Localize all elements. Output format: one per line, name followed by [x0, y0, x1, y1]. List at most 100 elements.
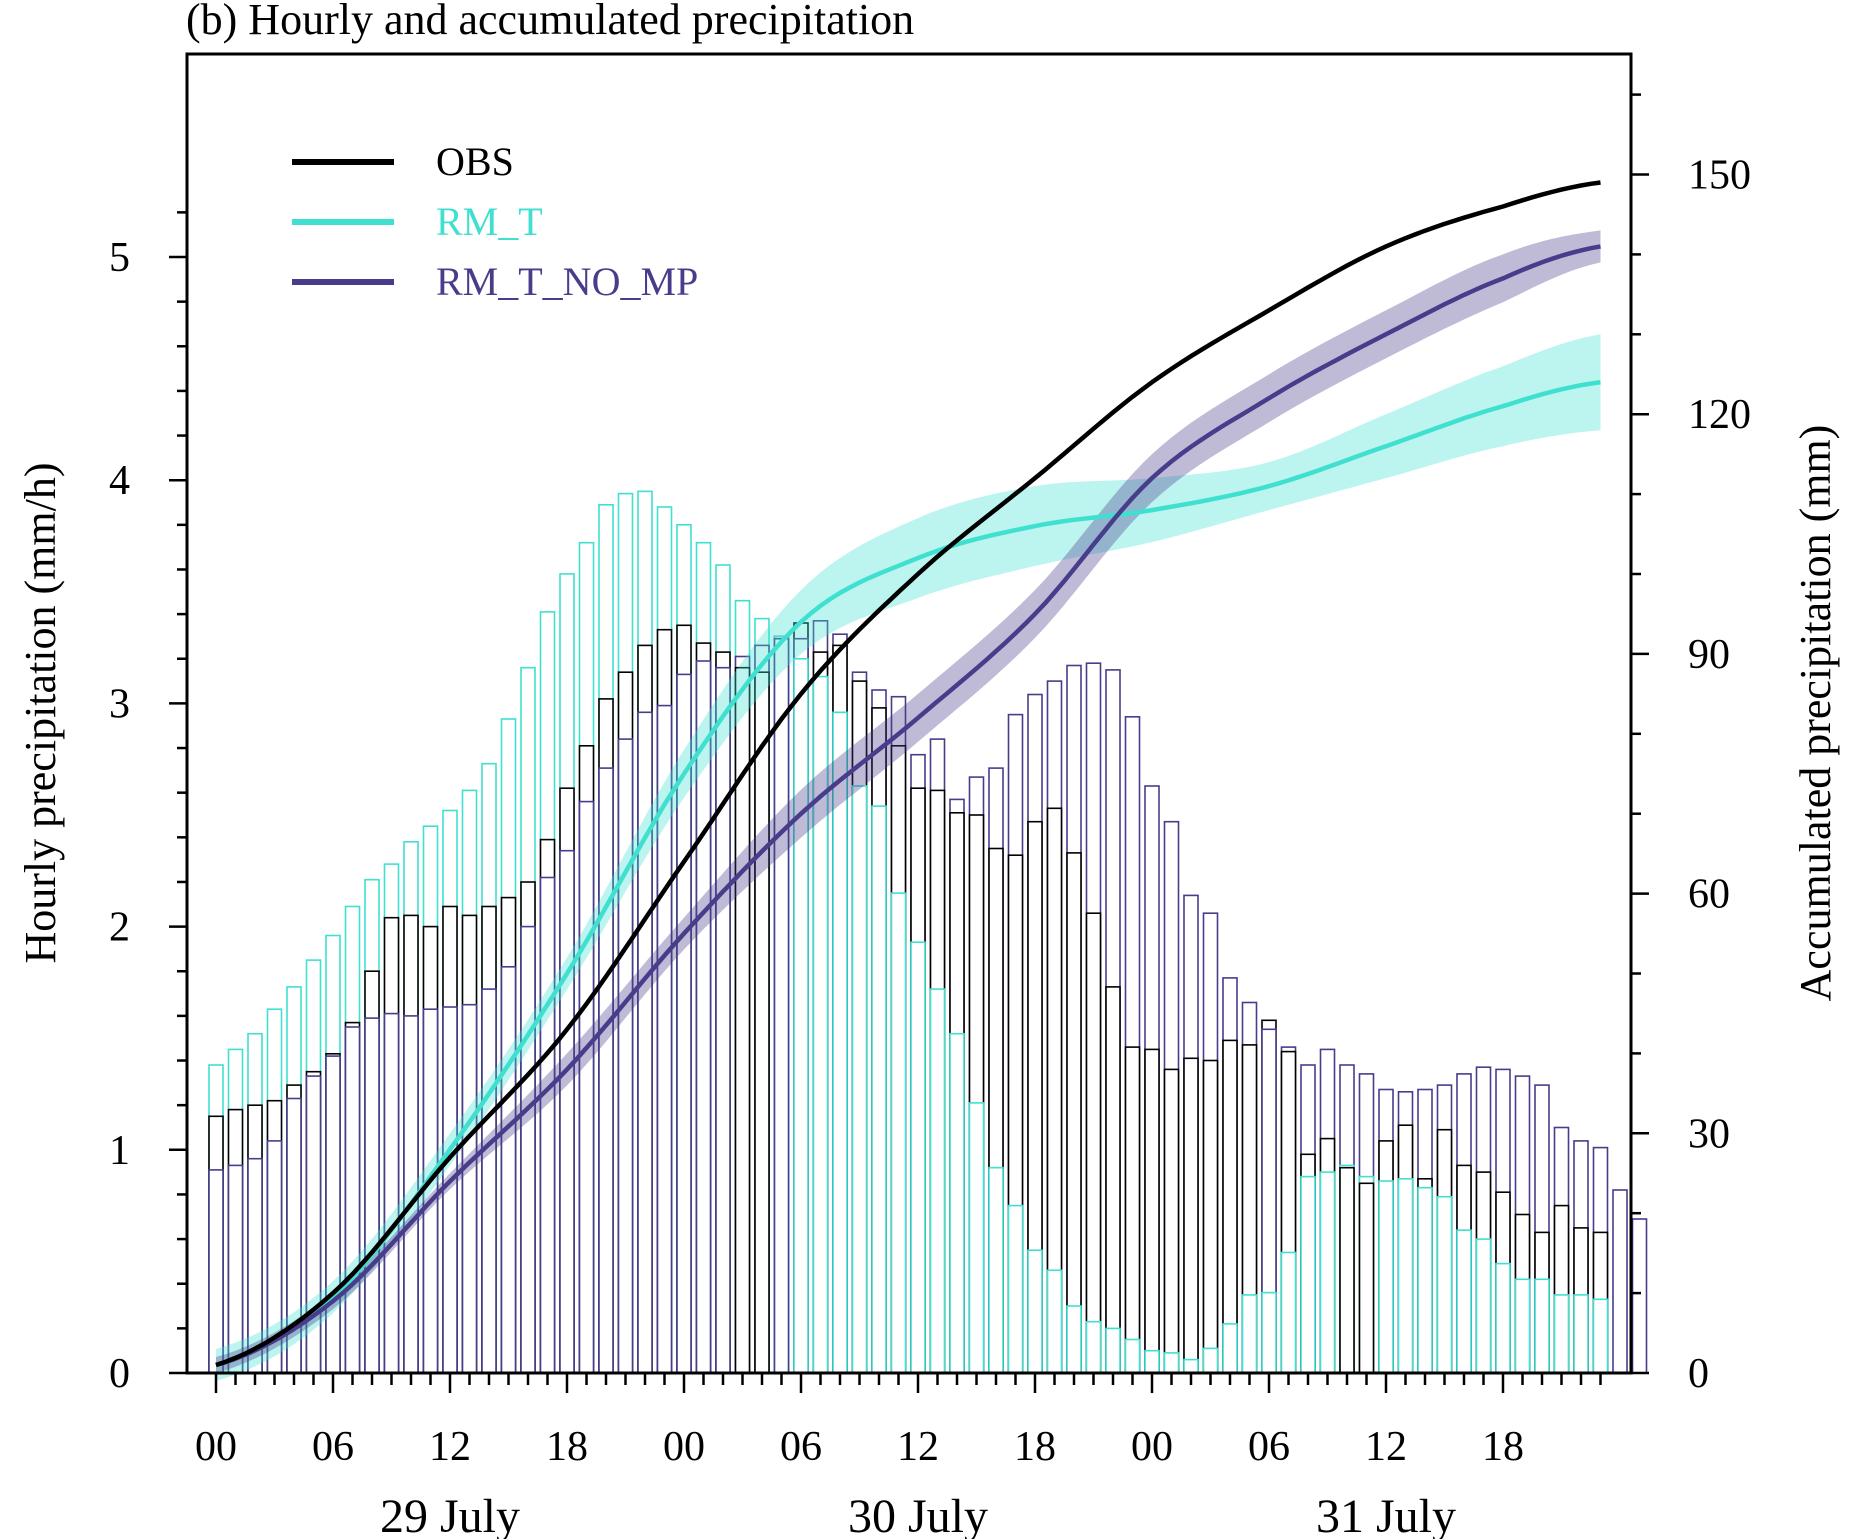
bar-rm-t-no-mp-20: [598, 767, 614, 1374]
bar-rm-t-54: [1261, 1291, 1277, 1374]
tick-label-right: 90: [1688, 632, 1730, 678]
bar-rm-t-41: [1007, 1204, 1024, 1374]
bar-rm-t-no-mp-17: [539, 876, 556, 1374]
bar-rm-t-no-mp-9: [383, 1012, 400, 1374]
bar-rm-t-44: [1066, 1305, 1082, 1374]
bar-rm-t-no-mp-73: [1631, 1218, 1648, 1374]
bar-rm-t-39: [968, 1102, 985, 1374]
bar-rm-t-69: [1553, 1294, 1570, 1374]
bar-rm-t-70: [1573, 1294, 1589, 1374]
bar-rm-t-52: [1222, 1323, 1238, 1374]
bar-rm-t-no-mp-15: [500, 965, 517, 1374]
line-rm-t: [215, 379, 1601, 1368]
y-axis-label-right: Accumulated precipitation (mm): [1791, 425, 1840, 1002]
bar-obs-46: [1105, 986, 1121, 1374]
tick-label-bottom: 18: [1482, 1424, 1524, 1470]
bar-rm-t-61: [1397, 1178, 1414, 1374]
tick-label-right: 150: [1688, 153, 1751, 199]
bar-rm-t-67: [1514, 1278, 1531, 1374]
tick-label-left: 4: [109, 458, 130, 504]
bar-rm-t-45: [1085, 1320, 1102, 1374]
legend-label-1: RM_T: [436, 199, 543, 244]
bar-rm-t-48: [1144, 1349, 1160, 1374]
bar-rm-t-no-mp-14: [481, 988, 497, 1374]
bar-rm-t-35: [890, 892, 907, 1374]
bar-obs-50: [1183, 1057, 1199, 1374]
bar-obs-28: [754, 671, 770, 1374]
chart-title: (b) Hourly and accumulated precipitation: [186, 0, 914, 44]
bar-obs-48: [1144, 1048, 1160, 1374]
bar-rm-t-46: [1105, 1327, 1121, 1374]
bar-rm-t-32: [832, 711, 848, 1374]
tick-label-left: 3: [109, 681, 130, 727]
bar-rm-t-51: [1202, 1347, 1219, 1374]
bar-obs-49: [1163, 1068, 1180, 1374]
tick-label-bottom: 12: [897, 1424, 939, 1470]
bar-rm-t-47: [1124, 1338, 1141, 1374]
bar-rm-t-no-mp-13: [461, 1003, 478, 1374]
tick-label-bottom: 18: [1014, 1424, 1056, 1470]
bar-rm-t-no-mp-18: [559, 849, 575, 1374]
bar-obs-44: [1066, 852, 1082, 1374]
tick-label-bottom: 00: [663, 1424, 705, 1470]
legend-label-2: RM_T_NO_MP: [436, 259, 698, 304]
bar-obs-51: [1202, 1059, 1219, 1374]
bars-group: [208, 490, 1648, 1374]
bar-rm-t-no-mp-6: [325, 1055, 341, 1374]
legend-label-0: OBS: [436, 139, 514, 184]
bar-rm-t-no-mp-16: [520, 925, 536, 1374]
bar-rm-t-38: [949, 1032, 965, 1374]
bar-rm-t-65: [1475, 1238, 1492, 1374]
bar-rm-t-40: [988, 1166, 1004, 1374]
tick-label-right: 0: [1688, 1351, 1709, 1397]
bar-rm-t-30: [793, 657, 809, 1374]
tick-label-left: 2: [109, 905, 130, 951]
tick-label-bottom: 12: [1365, 1424, 1407, 1470]
plot-frame: [185, 52, 1633, 1375]
bar-rm-t-no-mp-72: [1612, 1189, 1628, 1374]
bar-rm-t-37: [929, 988, 946, 1374]
bar-rm-t-62: [1417, 1186, 1433, 1374]
bar-rm-t-no-mp-0: [208, 1169, 224, 1374]
line-rm-t-no-mp: [215, 244, 1601, 1368]
tick-label-left: 5: [109, 235, 130, 281]
tick-label-right: 60: [1688, 872, 1730, 918]
bar-rm-t-34: [871, 805, 887, 1374]
bar-rm-t-42: [1027, 1249, 1043, 1374]
tick-label-left: 1: [109, 1128, 130, 1174]
date-label: 29 July: [380, 1490, 520, 1539]
bar-rm-t-no-mp-8: [364, 1017, 380, 1374]
bar-obs-58: [1339, 1166, 1355, 1374]
tick-label-bottom: 06: [1248, 1424, 1290, 1470]
lines-group: [215, 180, 1601, 1368]
bar-obs-47: [1124, 1046, 1141, 1374]
bar-rm-t-66: [1495, 1262, 1511, 1374]
y-axis-label-left: Hourly precipitation (mm/h): [16, 463, 65, 964]
bar-rm-t-55: [1280, 1251, 1297, 1374]
band-rm-t-no-mp: [216, 230, 1601, 1373]
tick-label-right: 30: [1688, 1111, 1730, 1157]
tick-label-bottom: 00: [1131, 1424, 1173, 1470]
tick-label-bottom: 18: [546, 1424, 588, 1470]
bar-rm-t-53: [1241, 1294, 1258, 1374]
bar-rm-t-63: [1436, 1195, 1453, 1374]
bar-rm-t-33: [851, 785, 868, 1374]
bar-rm-t-no-mp-7: [344, 1026, 361, 1374]
bar-rm-t-57: [1319, 1171, 1336, 1374]
bar-rm-t-56: [1300, 1175, 1316, 1374]
bar-rm-t-60: [1378, 1180, 1394, 1374]
line-obs: [215, 180, 1601, 1368]
bar-rm-t-64: [1456, 1229, 1472, 1374]
bar-rm-t-no-mp-26: [715, 666, 731, 1374]
tick-label-bottom: 12: [429, 1424, 471, 1470]
bar-obs-59: [1358, 1182, 1375, 1374]
bar-rm-t-49: [1163, 1352, 1180, 1374]
tick-label-bottom: 06: [312, 1424, 354, 1470]
bar-rm-t-71: [1592, 1298, 1609, 1374]
bar-rm-t-68: [1534, 1278, 1550, 1374]
bar-rm-t-no-mp-21: [617, 738, 634, 1374]
bar-rm-t-43: [1046, 1269, 1063, 1374]
legend: OBS RM_T RM_T_NO_MP: [292, 139, 698, 304]
